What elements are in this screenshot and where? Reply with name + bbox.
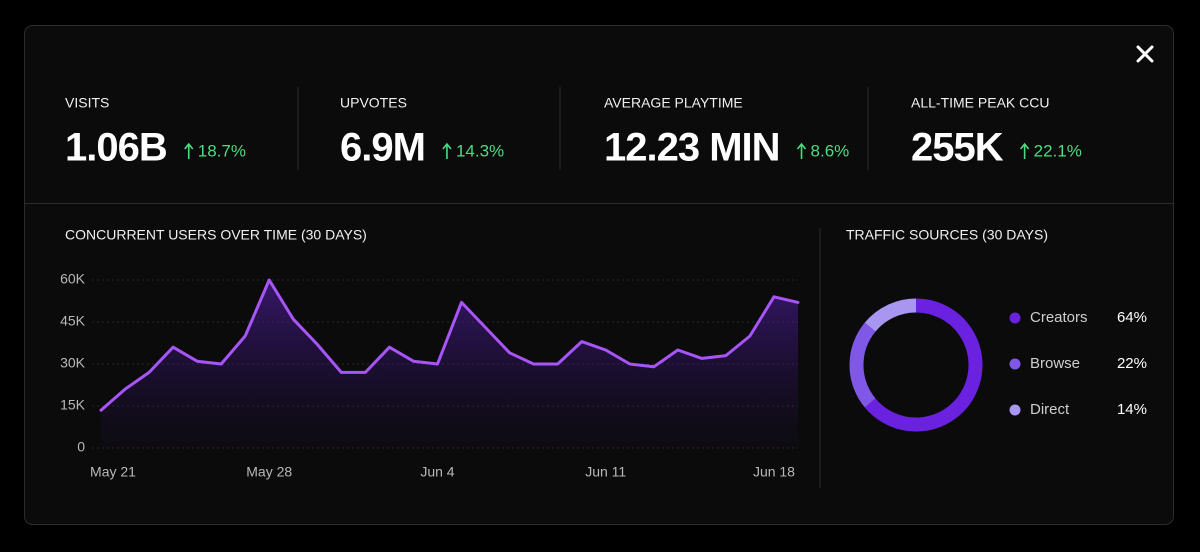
x-tick-label: Jun 4 [420, 464, 454, 480]
stat-value: 1.06B [65, 126, 167, 170]
donut-segment [864, 298, 983, 432]
legend-value: 64% [1117, 309, 1147, 326]
chart-title: CONCURRENT USERS OVER TIME (30 DAYS) [65, 227, 367, 243]
stat-label: AVERAGE PLAYTIME [604, 95, 743, 111]
donut-segment [849, 322, 876, 408]
stat-change: 22.1% [1034, 141, 1082, 160]
stat-change: 18.7% [198, 141, 246, 160]
close-icon[interactable] [1136, 45, 1154, 63]
legend-value: 22% [1117, 355, 1147, 372]
up-arrow [184, 142, 194, 159]
up-arrow [442, 142, 452, 159]
x-tick-label: May 21 [90, 464, 136, 480]
legend-label: Direct [1030, 401, 1070, 418]
x-tick-label: Jun 18 [753, 464, 795, 480]
legend-value: 14% [1117, 401, 1147, 418]
close-button[interactable] [1130, 40, 1160, 70]
y-tick-label: 15K [60, 397, 86, 413]
stat-change: 8.6% [811, 141, 850, 160]
y-tick-label: 0 [77, 439, 85, 455]
area [101, 280, 798, 448]
stat-label: UPVOTES [340, 95, 407, 111]
line [99, 278, 800, 412]
chart-title: TRAFFIC SOURCES (30 DAYS) [846, 227, 1048, 243]
stat-change: 14.3% [456, 141, 504, 160]
up-arrow [796, 142, 807, 159]
stat-value: 12.23 MIN [604, 126, 780, 170]
stat-value: 255K [911, 126, 1004, 170]
y-tick-label: 30K [60, 355, 86, 371]
donut-segment [864, 298, 917, 332]
legend-dot [1009, 312, 1021, 324]
y-tick-label: 60K [60, 271, 86, 287]
legend-dot [1009, 358, 1021, 370]
legend-dot [1009, 404, 1021, 416]
legend-label: Creators [1030, 309, 1088, 326]
up-arrow [1020, 142, 1030, 159]
stat-label: VISITS [65, 95, 109, 111]
y-tick-label: 45K [60, 313, 86, 329]
stat-value: 6.9M [340, 126, 425, 170]
x-tick-label: May 28 [246, 464, 292, 480]
x-tick-label: Jun 11 [585, 464, 626, 480]
stat-label: ALL-TIME PEAK CCU [911, 95, 1049, 111]
legend-label: Browse [1030, 355, 1080, 372]
